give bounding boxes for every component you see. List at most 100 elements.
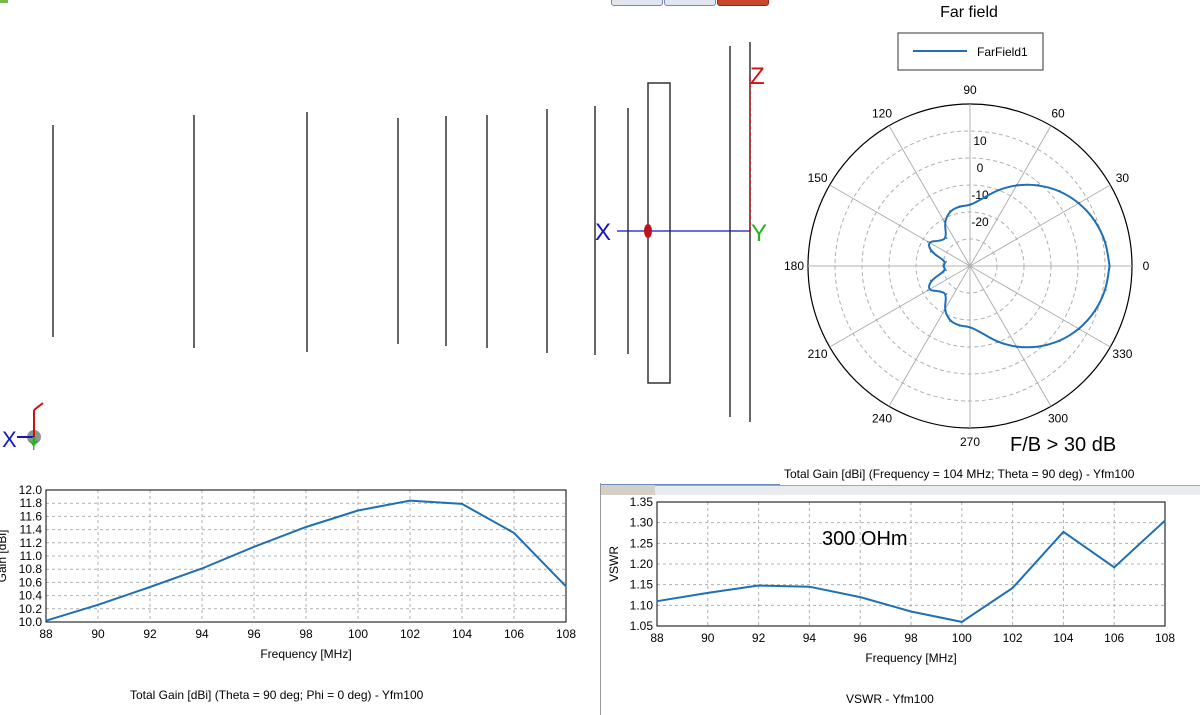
polar-point [945, 237, 948, 239]
data-point [1062, 531, 1065, 533]
polar-spoke [969, 265, 1111, 348]
far-field-panel: Far field FarField1 0 30 60 90 120 150 180 210 2… [780, 0, 1200, 487]
polar-angle-label: 240 [872, 411, 892, 425]
x-tick-label: 94 [803, 631, 817, 645]
polar-point [1037, 346, 1039, 349]
y-tick-label: 1.30 [630, 516, 654, 530]
polar-point [969, 204, 971, 207]
x-tick-label: 106 [504, 627, 524, 641]
y-tick-label: 11.6 [20, 509, 43, 523]
polar-angle-label: 180 [784, 259, 804, 273]
geometry-view[interactable]: X Y Z X Y [0, 0, 778, 482]
maximize-button[interactable] [664, 0, 716, 6]
triad-x-label: X [2, 427, 17, 452]
polar-point [1105, 289, 1107, 291]
polar-point [929, 279, 932, 282]
polar-angle-label: 270 [960, 435, 980, 449]
data-point [409, 499, 411, 502]
y-tick-label: 11.2 [20, 536, 43, 550]
y-tick-label: 11.4 [20, 523, 43, 537]
x-tick-label: 96 [854, 631, 868, 645]
polar-point [945, 261, 947, 263]
x-tick-label: 92 [752, 631, 766, 645]
x-axis-title: Frequency [MHz] [260, 647, 351, 661]
polar-angle-label: 0 [1143, 259, 1150, 273]
y-tick-label: 10.8 [19, 562, 43, 576]
x-tick-label: 90 [701, 631, 715, 645]
polar-angle-label: 210 [808, 347, 828, 361]
geometry-window: X Y Z X Y [0, 0, 781, 485]
polar-point [945, 293, 948, 295]
x-tick-label: 104 [452, 627, 472, 641]
plot-border [656, 501, 1166, 627]
polar-radial-label: 10 [973, 134, 987, 148]
polar-angle-label: 90 [963, 83, 977, 97]
polar-point [939, 240, 941, 242]
data-point [656, 600, 658, 602]
y-axis-title: Gain [dBi] [0, 530, 9, 583]
minimize-button[interactable] [611, 0, 663, 6]
polar-spoke [829, 184, 971, 267]
plot-border [45, 489, 567, 623]
close-button[interactable] [717, 0, 769, 6]
polar-point [929, 250, 932, 253]
polar-radial-label: -20 [971, 215, 989, 229]
polar-point [943, 220, 946, 223]
data-point [253, 546, 255, 548]
front-back-annotation: F/B > 30 dB [1010, 434, 1117, 456]
feed-point [644, 224, 652, 238]
x-tick-label: 98 [299, 627, 313, 641]
polar-angle-label: 60 [1051, 107, 1065, 121]
data-point [513, 532, 515, 534]
window-frame [655, 485, 1200, 496]
z-axis-label: Z [750, 63, 765, 90]
y-tick-label: 11.0 [20, 549, 43, 563]
x-tick-label: 96 [247, 627, 261, 641]
polar-point [1094, 219, 1097, 222]
x-tick-label: 90 [91, 627, 105, 641]
y-tick-label: 1.15 [630, 578, 654, 592]
y-axis-title: VSWR [607, 546, 621, 582]
polar-point [1016, 183, 1018, 186]
data-point [149, 586, 151, 588]
y-tick-label: 1.10 [630, 598, 654, 612]
polar-chart: Far field FarField1 0 30 60 90 120 150 180 210 2… [784, 4, 1150, 449]
gain-caption: Total Gain [dBi] (Theta = 90 deg; Phi = … [130, 688, 424, 702]
y-tick-label: 12.0 [19, 483, 43, 497]
gain-panel: 88 90 92 94 96 98 100 102 104 106 108 10.0 10.2 10.4 1… [0, 483, 601, 715]
y-axis-label: Y [751, 220, 767, 247]
polar-point [958, 325, 961, 327]
x-tick-label: 106 [1104, 631, 1124, 645]
x-tick-label: 88 [39, 627, 53, 641]
y-tick-label: 11.8 [20, 496, 43, 510]
data-point [707, 592, 709, 594]
polar-point [969, 326, 971, 328]
data-point [961, 621, 963, 623]
polar-point [942, 265, 944, 267]
data-point [1011, 587, 1014, 589]
polar-point [1016, 346, 1018, 349]
polar-point [981, 198, 983, 200]
polar-point [927, 240, 929, 243]
polar-point [981, 332, 983, 334]
triad-y-label: Y [29, 437, 39, 453]
polar-point [927, 289, 929, 292]
vswr-caption: VSWR - Yfm100 [846, 692, 934, 706]
x-tick-label: 100 [952, 631, 972, 645]
polar-point [1078, 328, 1081, 331]
polar-point [939, 290, 941, 293]
gain-chart: 88 90 92 94 96 98 100 102 104 106 10810.010.210.41… [0, 483, 576, 661]
polar-spoke [969, 125, 1052, 267]
x-axis-title: Frequency [MHz] [865, 651, 956, 665]
polar-angle-label: 30 [1116, 171, 1130, 185]
y-tick-label: 10.6 [19, 575, 43, 589]
polar-point [1037, 183, 1039, 186]
polar-point [945, 269, 947, 272]
polar-point [996, 341, 999, 343]
y-tick-label: 1.25 [630, 536, 654, 550]
data-point [461, 503, 463, 505]
x-tick-label: 94 [195, 627, 209, 641]
polar-series-line [928, 183, 1111, 349]
polar-spoke [829, 265, 971, 348]
x-tick-label: 108 [556, 627, 576, 641]
